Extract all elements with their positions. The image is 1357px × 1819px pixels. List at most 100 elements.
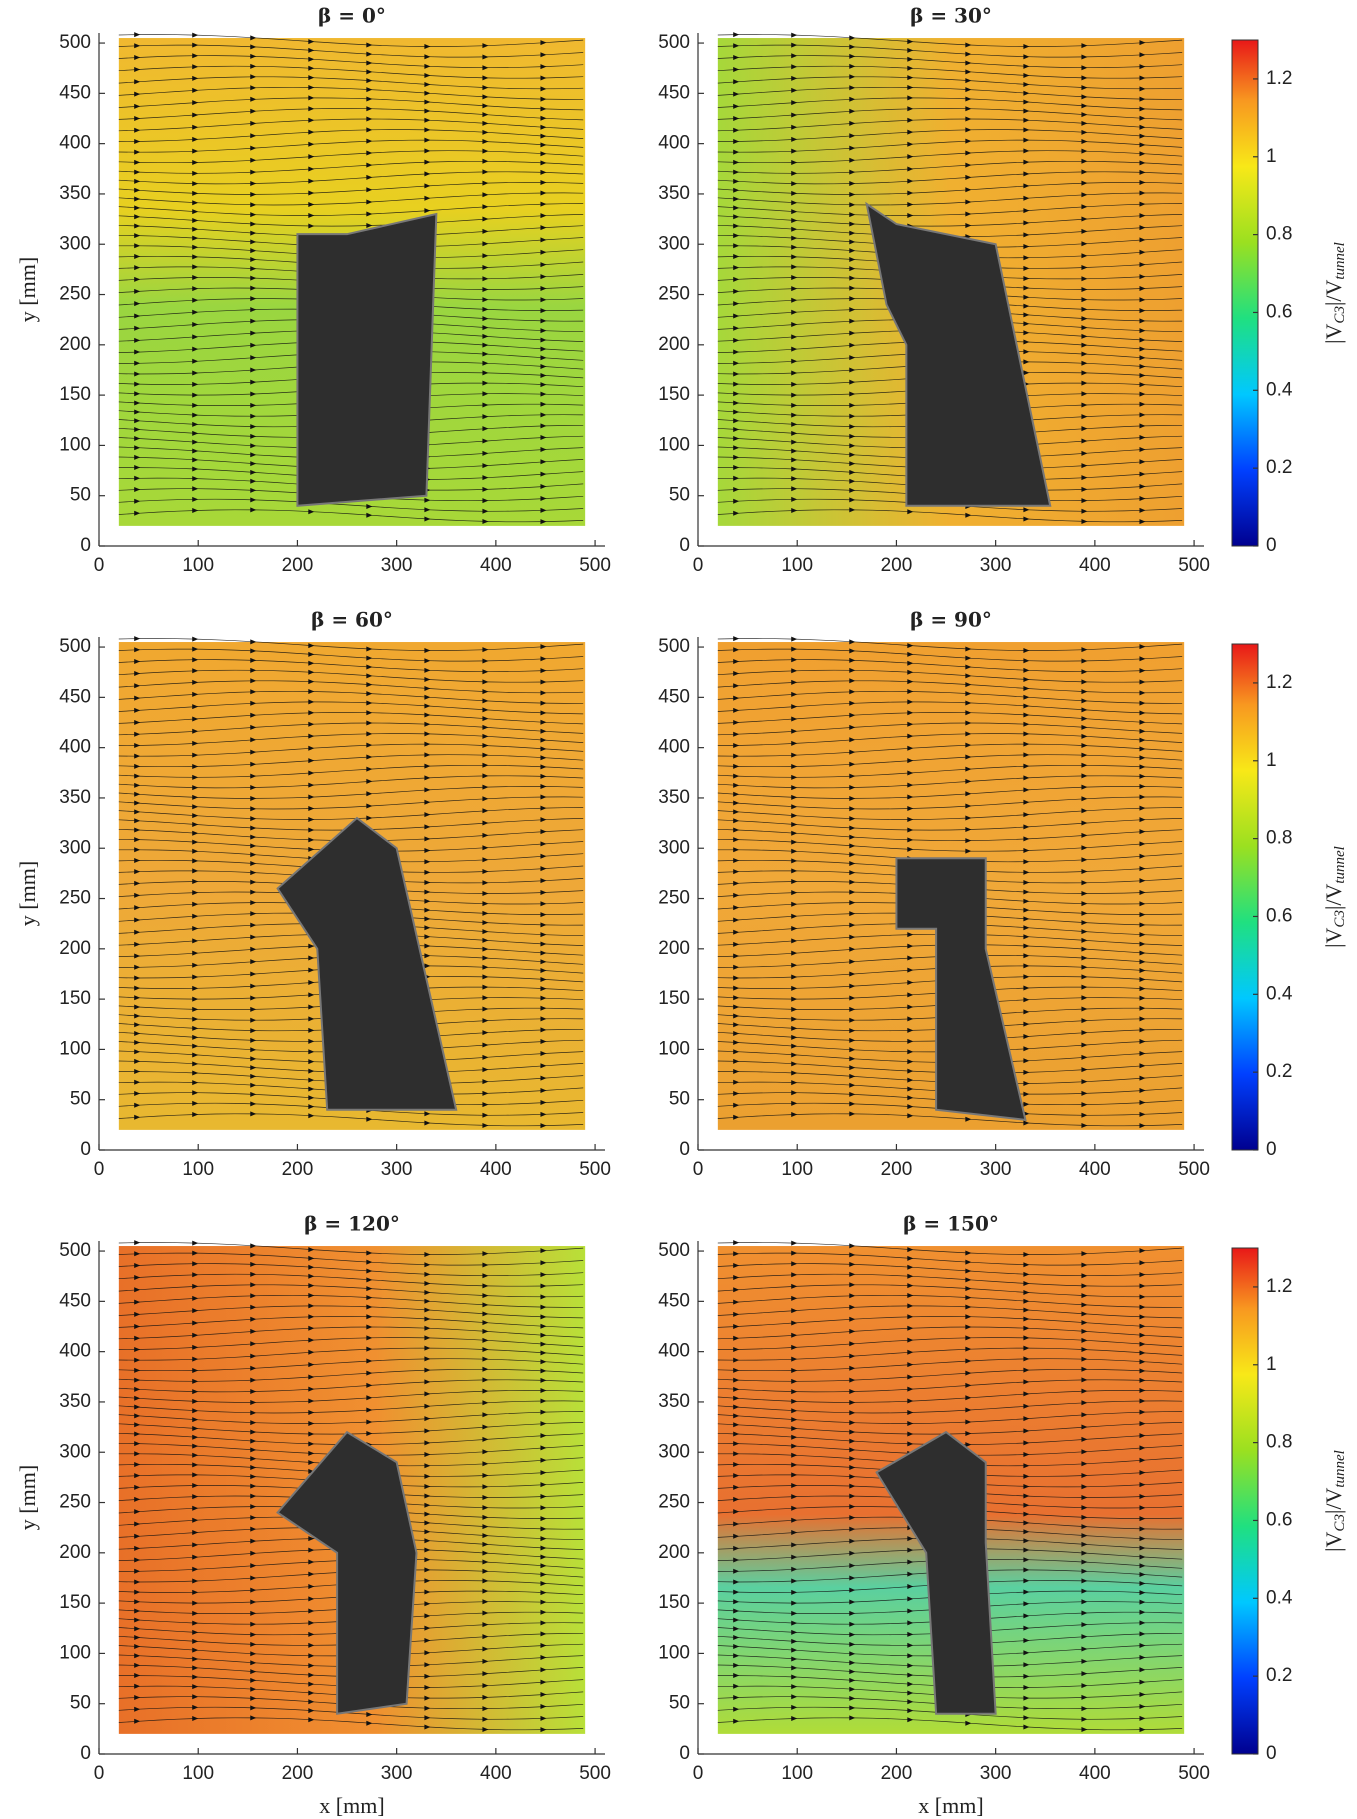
stream-arrow [308,943,315,949]
stream-arrow [1023,1695,1030,1701]
stream-arrow [1139,355,1146,361]
stream-arrow [134,381,141,387]
stream-arrow [733,1413,740,1419]
colorbar-label-part: |/V [1321,1488,1346,1515]
stream-arrow [134,1589,141,1595]
stream-arrow [1139,1715,1146,1721]
stream-arrow [1139,1655,1146,1661]
stream-arrow [250,1483,257,1489]
stream-arrow [965,700,972,706]
stream-arrow [308,1095,315,1101]
stream-arrow [308,1104,315,1110]
stream-arrow [1081,297,1088,303]
stream-arrow [250,275,257,281]
stream-arrow [965,848,972,854]
stream-arrow [192,938,199,944]
stream-arrow [540,1526,547,1532]
stream-arrow [849,96,856,102]
stream-arrow [907,758,914,764]
stream-arrow [849,983,856,989]
stream-arrow [849,230,856,236]
stream-arrow [366,1370,373,1376]
stream-arrow [907,1663,914,1669]
stream-arrow [308,770,315,776]
stream-arrow [134,127,141,133]
stream-arrow [1023,1529,1030,1535]
stream-arrow [1139,1704,1146,1710]
stream-arrow [849,1252,856,1258]
stream-arrow [791,32,798,38]
stream-arrow [250,1252,257,1258]
stream-arrow [1081,1366,1088,1372]
stream-arrow [1023,330,1030,336]
colorbar-tick-label: 1.2 [1266,672,1292,693]
stream-arrow [482,1599,489,1605]
stream-arrow [791,974,798,980]
colorbar-label-part: |V [1321,323,1346,343]
stream-arrow [1081,360,1088,366]
stream-arrow [1139,262,1146,268]
stream-arrow [1081,54,1088,60]
stream-arrow [540,190,547,196]
stream-arrow [849,1465,856,1471]
stream-arrow [192,1694,199,1700]
stream-arrow [849,1389,856,1395]
stream-arrow [366,1314,373,1320]
stream-arrow [540,372,547,378]
stream-arrow [308,166,315,172]
stream-arrow [1023,677,1030,683]
stream-arrow [192,1578,199,1584]
stream-arrow [733,1461,740,1467]
colorbar-tick-label: 0 [1266,1139,1277,1160]
stream-arrow [965,42,972,48]
stream-arrow [1081,286,1088,292]
stream-arrow [907,1303,914,1309]
stream-arrow [733,1589,740,1595]
stream-arrow [424,1483,431,1489]
stream-arrow [540,1260,547,1266]
stream-arrow [849,379,856,385]
stream-arrow [849,452,856,458]
stream-arrow [482,438,489,444]
stream-arrow [1081,1622,1088,1628]
stream-arrow [366,138,373,144]
stream-arrow [250,461,257,467]
stream-arrow [733,1683,740,1689]
stream-arrow [308,1386,315,1392]
stream-arrow [540,746,547,752]
stream-arrow [791,1240,798,1246]
stream-arrow [849,795,856,801]
stream-arrow [1023,359,1030,365]
stream-arrow [733,1484,740,1490]
stream-arrow [733,1299,740,1305]
stream-arrow [192,254,199,260]
stream-arrow [1139,1580,1146,1586]
stream-arrow [192,496,199,502]
stream-arrow [250,1377,257,1383]
stream-arrow [1023,1567,1030,1573]
stream-arrow [134,1706,141,1712]
obstacle [865,201,1052,507]
stream-arrow [733,409,740,415]
stream-arrow [791,1452,798,1458]
y-tick-label: 100 [658,1642,690,1663]
stream-arrow [791,430,798,436]
stream-arrow [733,391,740,397]
stream-arrow [849,995,856,1001]
stream-arrow [424,1281,431,1287]
stream-arrow [482,1320,489,1326]
stream-arrow [1081,679,1088,685]
stream-arrow [1081,486,1088,492]
stream-arrow [733,1404,740,1410]
stream-arrow [134,1662,141,1668]
stream-arrow [540,1620,547,1626]
stream-arrow [1139,1643,1146,1649]
stream-arrow [540,932,547,938]
stream-arrow [1081,265,1088,271]
stream-arrow [134,1346,141,1352]
stream-arrow [424,516,431,522]
stream-arrow [1081,391,1088,397]
stream-arrow [1081,910,1088,916]
stream-arrow [134,1357,141,1363]
stream-arrow [791,752,798,758]
